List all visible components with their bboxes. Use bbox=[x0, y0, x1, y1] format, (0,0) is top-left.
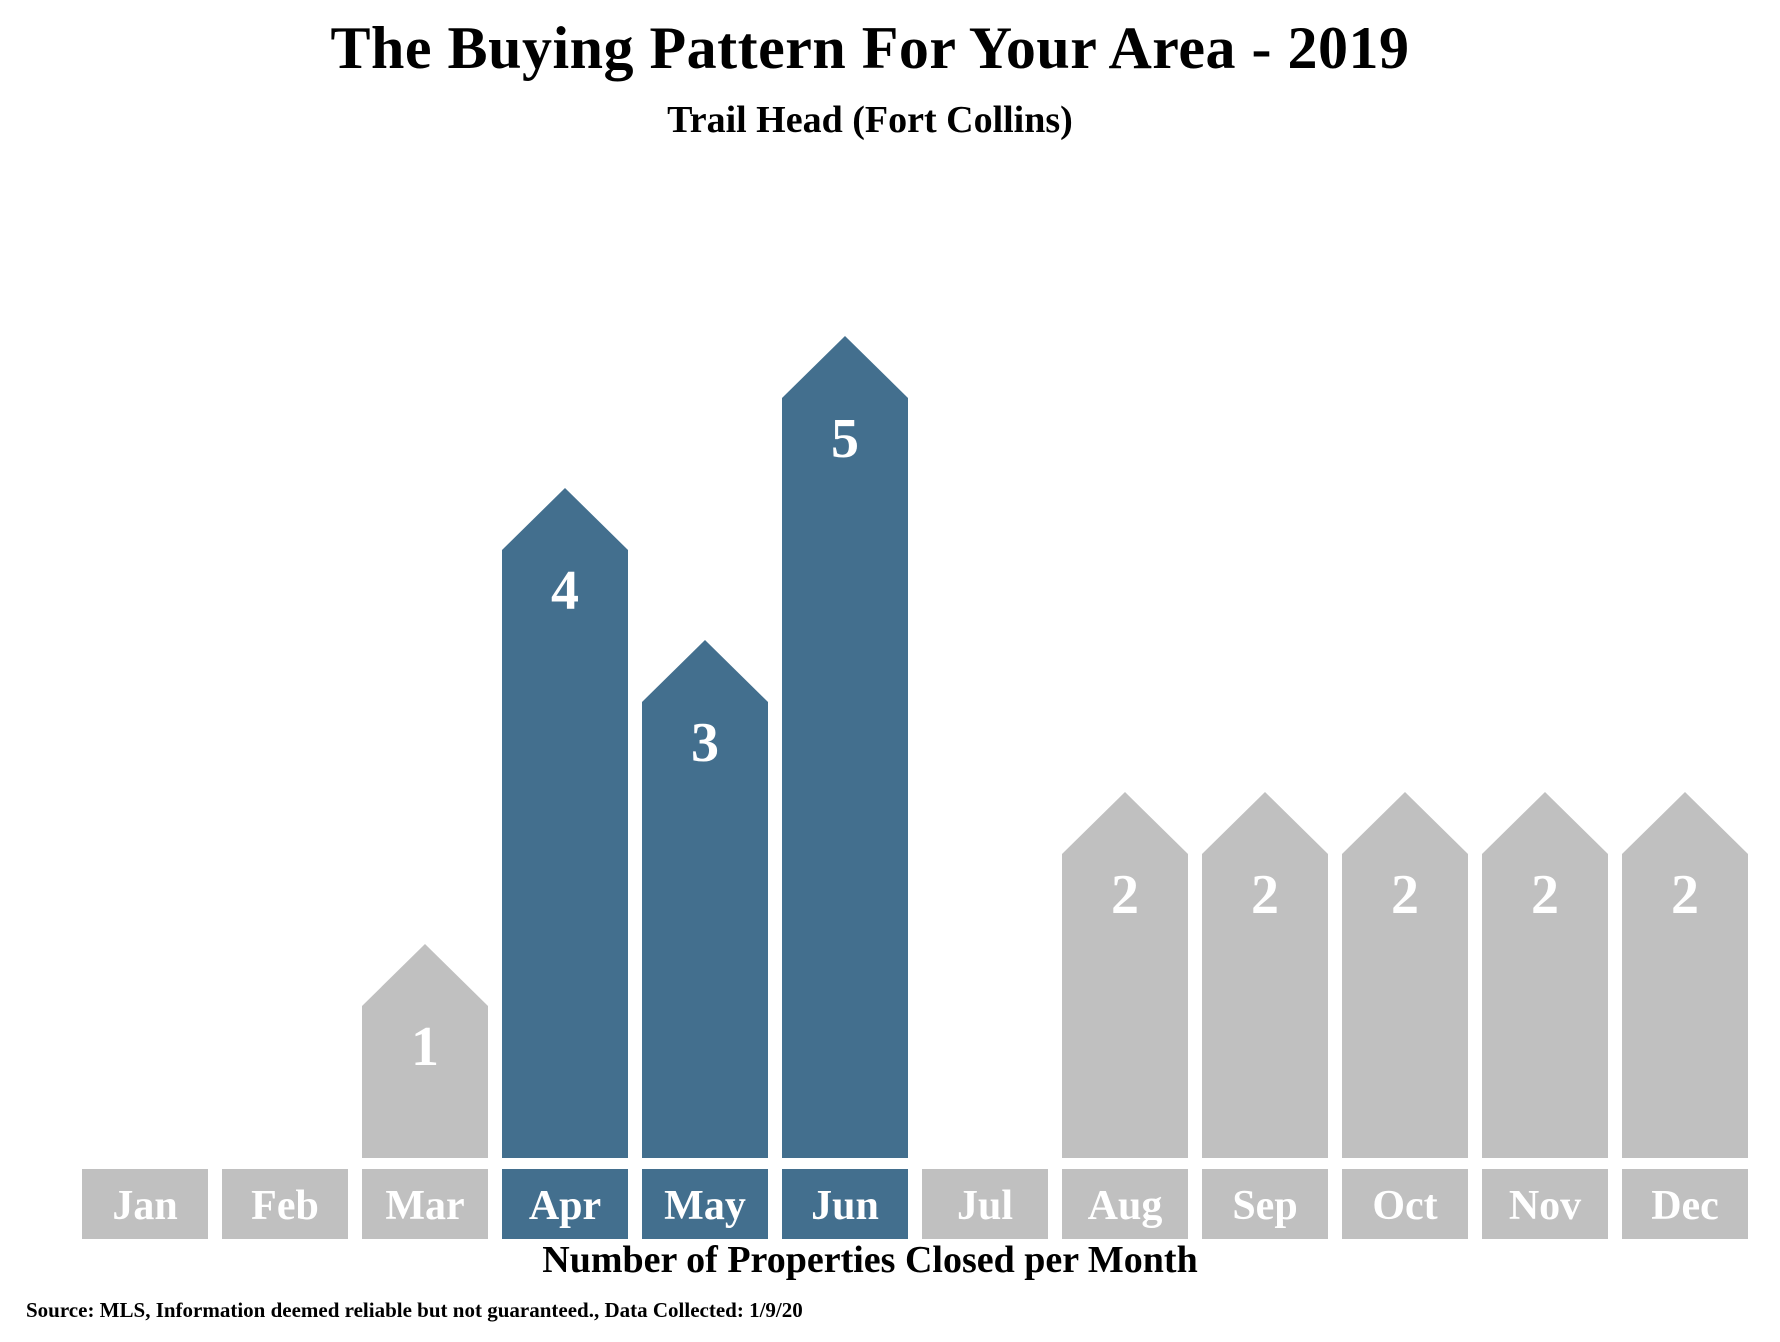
tick-label-nov: Nov bbox=[1509, 1183, 1581, 1229]
month-box-feb bbox=[222, 1169, 348, 1239]
data-label-apr: 4 bbox=[551, 560, 579, 622]
month-labels-group: Jan Feb Mar Apr May Jun Jul Aug Sep Oct Nov Dec bbox=[82, 1169, 1748, 1239]
chart-subtitle: Trail Head (Fort Collins) bbox=[667, 99, 1073, 141]
source-note: Source: MLS, Information deemed reliable… bbox=[26, 1298, 803, 1322]
data-label-sep: 2 bbox=[1251, 864, 1279, 926]
chart-title: The Buying Pattern For Your Area - 2019 bbox=[330, 15, 1410, 81]
tick-label-feb: Feb bbox=[251, 1183, 319, 1229]
tick-label-mar: Mar bbox=[385, 1183, 464, 1229]
month-box-jan bbox=[82, 1169, 208, 1239]
tick-label-apr: Apr bbox=[529, 1183, 601, 1229]
bar-oct bbox=[1342, 792, 1468, 1158]
month-box-dec bbox=[1622, 1169, 1748, 1239]
month-box-may bbox=[642, 1169, 768, 1239]
month-box-apr bbox=[502, 1169, 628, 1239]
data-label-may: 3 bbox=[691, 712, 719, 774]
tick-label-may: May bbox=[664, 1183, 746, 1229]
bar-sep bbox=[1202, 792, 1328, 1158]
data-label-oct: 2 bbox=[1391, 864, 1419, 926]
bars-group: 1 4 3 5 2 2 2 2 2 bbox=[362, 336, 1748, 1158]
data-label-jun: 5 bbox=[831, 408, 859, 470]
tick-label-jul: Jul bbox=[957, 1183, 1013, 1229]
data-label-dec: 2 bbox=[1671, 864, 1699, 926]
bar-mar bbox=[362, 944, 488, 1158]
data-label-nov: 2 bbox=[1531, 864, 1559, 926]
month-box-aug bbox=[1062, 1169, 1188, 1239]
bar-nov bbox=[1482, 792, 1608, 1158]
month-box-mar bbox=[362, 1169, 488, 1239]
month-box-nov bbox=[1482, 1169, 1608, 1239]
data-label-aug: 2 bbox=[1111, 864, 1139, 926]
bar-aug bbox=[1062, 792, 1188, 1158]
tick-label-sep: Sep bbox=[1232, 1183, 1297, 1229]
tick-label-aug: Aug bbox=[1088, 1183, 1163, 1229]
tick-label-dec: Dec bbox=[1651, 1183, 1719, 1229]
month-box-oct bbox=[1342, 1169, 1468, 1239]
x-axis-label: Number of Properties Closed per Month bbox=[542, 1239, 1198, 1281]
month-box-sep bbox=[1202, 1169, 1328, 1239]
bar-jun bbox=[782, 336, 908, 1158]
bar-dec bbox=[1622, 792, 1748, 1158]
month-box-jun bbox=[782, 1169, 908, 1239]
tick-label-jun: Jun bbox=[811, 1183, 879, 1229]
tick-label-jan: Jan bbox=[112, 1183, 177, 1229]
tick-label-oct: Oct bbox=[1372, 1183, 1437, 1229]
month-box-jul bbox=[922, 1169, 1048, 1239]
bar-apr bbox=[502, 488, 628, 1158]
data-label-mar: 1 bbox=[411, 1016, 439, 1078]
bar-may bbox=[642, 640, 768, 1158]
